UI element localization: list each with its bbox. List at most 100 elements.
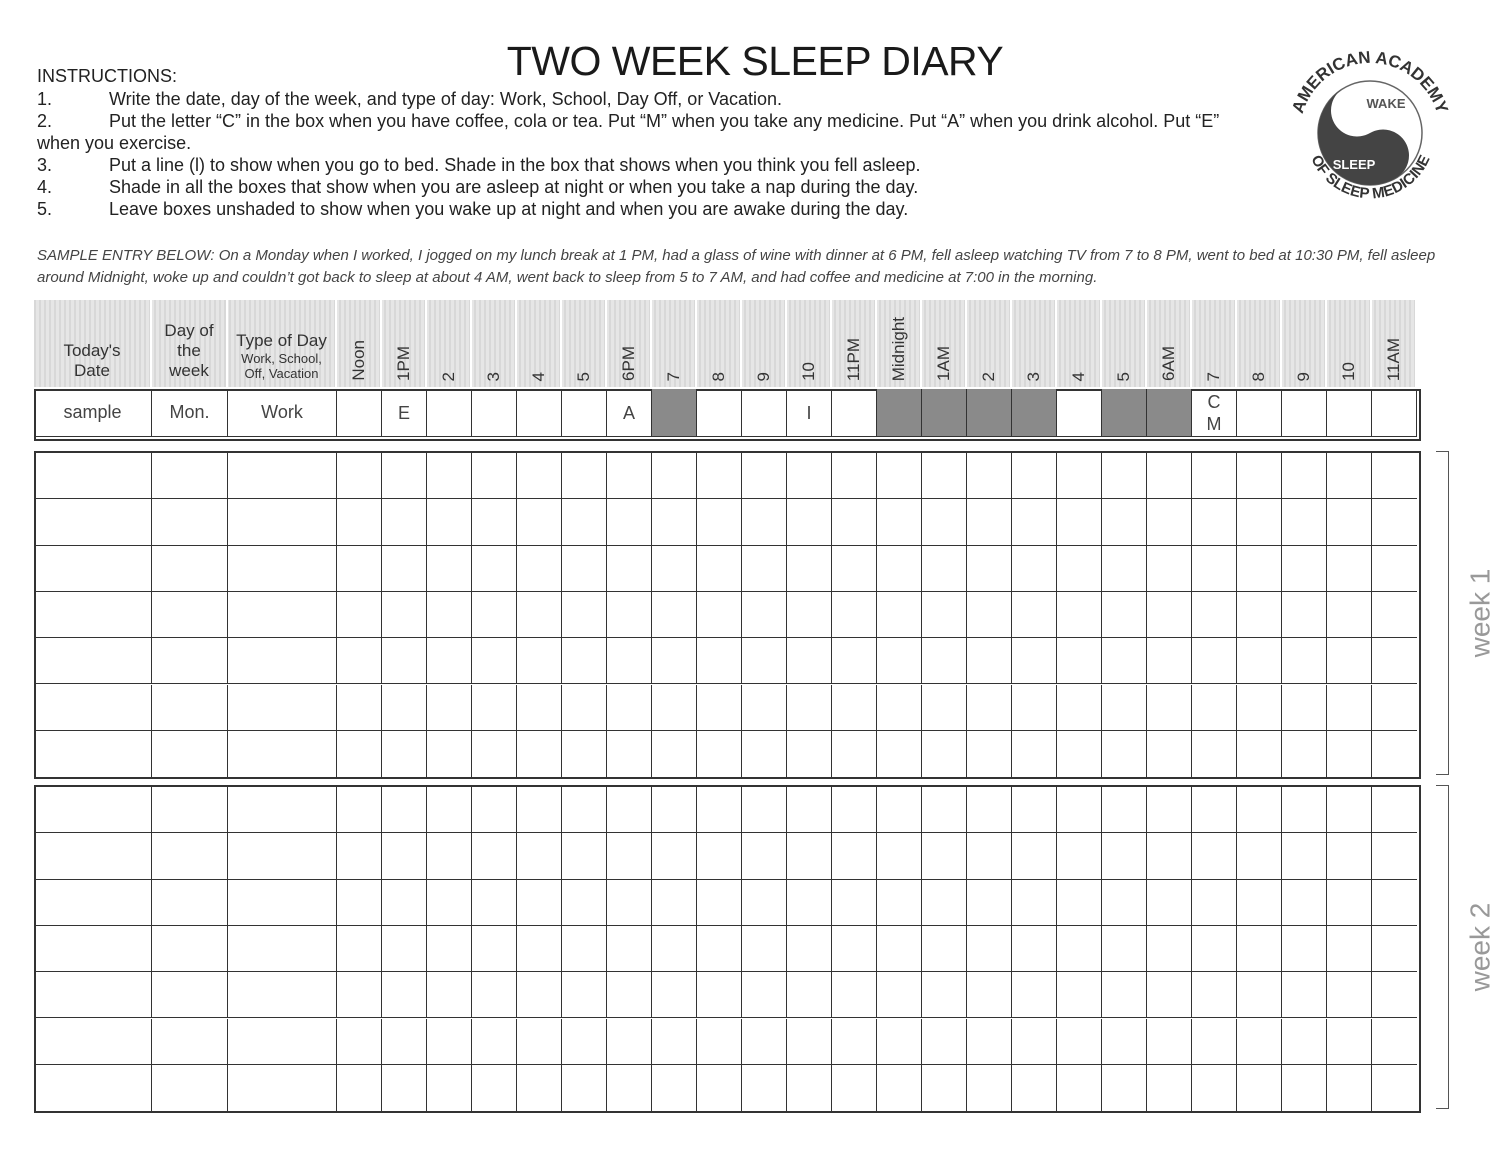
hour-cell[interactable] bbox=[697, 545, 742, 592]
hour-cell[interactable] bbox=[1057, 684, 1102, 731]
hour-cell[interactable] bbox=[1237, 833, 1282, 880]
hour-cell[interactable] bbox=[1102, 1064, 1147, 1112]
hour-cell[interactable] bbox=[1372, 592, 1417, 639]
hour-cell[interactable] bbox=[1147, 972, 1192, 1019]
hour-cell[interactable] bbox=[562, 638, 607, 685]
hour-cell[interactable] bbox=[742, 453, 787, 500]
hour-cell[interactable] bbox=[697, 787, 742, 834]
hour-cell[interactable] bbox=[652, 1064, 697, 1112]
hour-cell[interactable] bbox=[562, 1018, 607, 1065]
day-cell[interactable] bbox=[152, 684, 228, 731]
hour-cell[interactable] bbox=[337, 972, 382, 1019]
hour-cell[interactable] bbox=[427, 684, 472, 731]
hour-cell[interactable] bbox=[337, 925, 382, 973]
hour-cell[interactable] bbox=[652, 453, 697, 500]
hour-cell[interactable] bbox=[1012, 1018, 1057, 1065]
hour-cell[interactable] bbox=[1012, 833, 1057, 880]
hour-cell[interactable] bbox=[1147, 1064, 1192, 1112]
hour-cell[interactable] bbox=[787, 638, 832, 685]
day-cell[interactable] bbox=[152, 1018, 228, 1065]
type-cell[interactable] bbox=[228, 879, 337, 926]
hour-cell[interactable] bbox=[832, 833, 877, 880]
hour-cell[interactable] bbox=[1282, 684, 1327, 731]
day-cell[interactable] bbox=[152, 925, 228, 973]
hour-cell[interactable] bbox=[427, 925, 472, 973]
hour-cell[interactable] bbox=[922, 545, 967, 592]
hour-cell[interactable] bbox=[517, 833, 562, 880]
hour-cell[interactable] bbox=[517, 545, 562, 592]
hour-cell[interactable] bbox=[472, 499, 517, 546]
hour-cell[interactable] bbox=[382, 1018, 427, 1065]
hour-cell[interactable] bbox=[742, 730, 787, 778]
day-cell[interactable] bbox=[152, 591, 228, 639]
hour-cell[interactable] bbox=[787, 833, 832, 880]
hour-cell[interactable] bbox=[1057, 972, 1102, 1019]
hour-cell[interactable] bbox=[607, 833, 652, 880]
hour-cell[interactable] bbox=[1372, 685, 1417, 731]
hour-cell[interactable] bbox=[1372, 972, 1417, 1019]
hour-cell[interactable] bbox=[562, 879, 607, 926]
hour-cell[interactable] bbox=[1192, 879, 1237, 926]
hour-cell[interactable] bbox=[1192, 545, 1237, 592]
hour-cell[interactable] bbox=[1147, 1018, 1192, 1065]
hour-cell[interactable] bbox=[562, 730, 607, 778]
hour-cell[interactable] bbox=[1057, 925, 1102, 973]
hour-cell[interactable] bbox=[1147, 638, 1192, 685]
hour-cell[interactable] bbox=[967, 591, 1012, 639]
hour-cell[interactable] bbox=[877, 453, 922, 500]
hour-cell[interactable] bbox=[337, 591, 382, 639]
hour-cell[interactable] bbox=[607, 499, 652, 546]
hour-cell[interactable] bbox=[1282, 730, 1327, 778]
hour-cell[interactable] bbox=[1327, 787, 1372, 834]
hour-cell[interactable] bbox=[337, 453, 382, 500]
hour-cell[interactable] bbox=[1327, 972, 1372, 1019]
type-cell[interactable] bbox=[228, 730, 337, 778]
type-cell[interactable] bbox=[228, 833, 337, 880]
hour-cell[interactable] bbox=[832, 879, 877, 926]
hour-cell[interactable] bbox=[967, 1064, 1012, 1112]
day-cell[interactable] bbox=[152, 787, 228, 834]
hour-cell[interactable] bbox=[517, 1064, 562, 1112]
hour-cell[interactable] bbox=[787, 972, 832, 1019]
hour-cell[interactable] bbox=[922, 499, 967, 546]
hour-cell[interactable] bbox=[607, 591, 652, 639]
hour-cell[interactable] bbox=[1102, 972, 1147, 1019]
hour-cell[interactable] bbox=[652, 787, 697, 834]
date-cell[interactable] bbox=[34, 972, 152, 1019]
hour-cell[interactable] bbox=[1192, 638, 1237, 685]
hour-cell[interactable] bbox=[337, 1018, 382, 1065]
date-cell[interactable] bbox=[34, 545, 152, 592]
hour-cell[interactable] bbox=[382, 730, 427, 778]
hour-cell[interactable] bbox=[1192, 1018, 1237, 1065]
hour-cell[interactable] bbox=[382, 787, 427, 834]
day-cell[interactable] bbox=[152, 1064, 228, 1112]
hour-cell[interactable] bbox=[1102, 1018, 1147, 1065]
date-cell[interactable] bbox=[34, 730, 152, 778]
date-cell[interactable] bbox=[34, 833, 152, 880]
hour-cell[interactable] bbox=[427, 1018, 472, 1065]
hour-cell[interactable] bbox=[1372, 926, 1417, 973]
hour-cell[interactable] bbox=[967, 1018, 1012, 1065]
type-cell[interactable] bbox=[228, 453, 337, 500]
hour-cell[interactable] bbox=[877, 730, 922, 778]
hour-cell[interactable] bbox=[1057, 833, 1102, 880]
hour-cell[interactable] bbox=[967, 545, 1012, 592]
hour-cell[interactable] bbox=[1372, 787, 1417, 834]
hour-cell[interactable] bbox=[1192, 453, 1237, 500]
hour-cell[interactable] bbox=[1237, 453, 1282, 500]
hour-cell[interactable] bbox=[697, 638, 742, 685]
hour-cell[interactable] bbox=[1102, 833, 1147, 880]
hour-cell[interactable] bbox=[472, 833, 517, 880]
hour-cell[interactable] bbox=[1237, 545, 1282, 592]
hour-cell[interactable] bbox=[1192, 499, 1237, 546]
hour-cell[interactable] bbox=[742, 833, 787, 880]
hour-cell[interactable] bbox=[607, 453, 652, 500]
hour-cell[interactable] bbox=[787, 545, 832, 592]
hour-cell[interactable] bbox=[1237, 1018, 1282, 1065]
hour-cell[interactable] bbox=[1327, 925, 1372, 973]
hour-cell[interactable] bbox=[922, 925, 967, 973]
date-cell[interactable] bbox=[34, 787, 152, 834]
hour-cell[interactable] bbox=[877, 1064, 922, 1112]
hour-cell[interactable] bbox=[742, 1064, 787, 1112]
hour-cell[interactable] bbox=[1057, 591, 1102, 639]
